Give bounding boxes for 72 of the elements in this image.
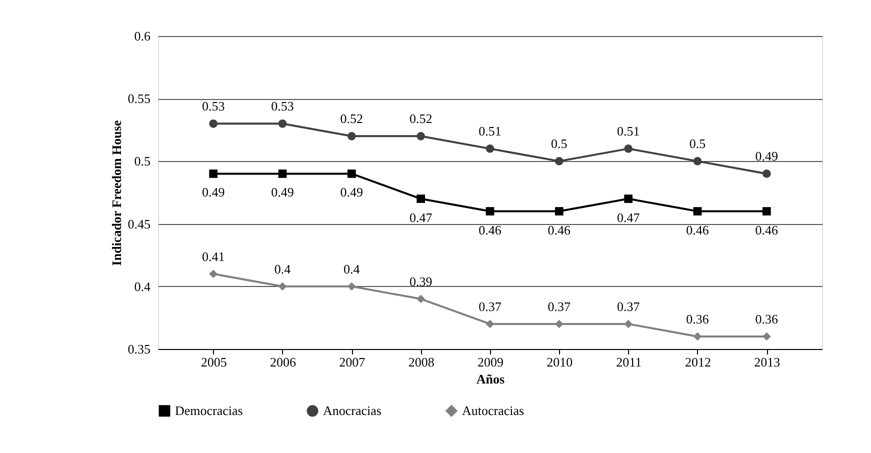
point (416, 294, 426, 304)
point (416, 132, 426, 140)
x-tick-label: 2011 (616, 354, 642, 370)
x-tick-label: 2009 (478, 354, 504, 370)
data-label: 0.49 (271, 184, 294, 200)
point (209, 119, 218, 128)
data-label: 0.46 (478, 222, 502, 238)
legend-label: Democracias (175, 402, 243, 418)
data-label: 0.53 (271, 98, 294, 114)
legend-label: Anocracias (323, 402, 382, 418)
point (278, 119, 287, 128)
point (624, 194, 633, 203)
x-tick-label: 2007 (339, 354, 366, 370)
data-label: 0.46 (686, 222, 710, 238)
point (347, 132, 356, 140)
x-tick-label: 2012 (685, 354, 711, 370)
point (209, 170, 218, 178)
data-label: 0.37 (548, 298, 572, 314)
point (278, 282, 287, 291)
x-axis-title: Años (476, 372, 505, 386)
y-axis-title: Indicador Freedom House (108, 120, 124, 266)
y-tick-label: 0.55 (128, 91, 150, 106)
data-label: 0.4 (344, 261, 360, 276)
y-tick-label: 0.45 (128, 216, 150, 232)
data-label: 0.52 (340, 111, 364, 126)
y-tick-label: 0.35 (128, 342, 150, 356)
data-label: 0.5 (551, 136, 568, 152)
data-label: 0.36 (686, 311, 710, 326)
data-label: 0.49 (202, 184, 225, 200)
data-label: 0.46 (548, 222, 572, 238)
data-label: 0.4 (274, 261, 292, 276)
point (347, 282, 356, 291)
y-tick-label: 0.5 (134, 154, 150, 169)
point (416, 194, 426, 203)
point (554, 157, 564, 166)
data-label: 0.49 (340, 184, 364, 200)
x-tick-label: 2013 (754, 354, 780, 370)
y-tick-label: 0.6 (134, 28, 151, 44)
x-tick-label: 2008 (408, 354, 434, 370)
data-label: 0.37 (478, 298, 502, 314)
data-label: 0.51 (616, 124, 640, 139)
data-label: 0.49 (755, 148, 778, 164)
point (762, 170, 771, 178)
point (278, 170, 287, 178)
point (693, 207, 702, 216)
data-label: 0.36 (755, 311, 779, 326)
data-label: 0.52 (409, 111, 432, 126)
data-label: 0.37 (616, 298, 640, 314)
legend-label: Autocracias (462, 402, 524, 418)
data-label: 0.46 (755, 222, 779, 238)
point (624, 320, 633, 328)
point (486, 144, 494, 153)
point (486, 320, 494, 328)
point (624, 144, 633, 153)
data-label: 0.41 (202, 248, 225, 264)
data-label: 0.5 (689, 136, 706, 152)
point (693, 332, 702, 341)
data-label: 0.51 (478, 124, 502, 139)
x-tick-label: 2006 (270, 354, 296, 370)
point (347, 170, 356, 178)
point (693, 157, 702, 166)
point (209, 270, 218, 278)
data-label: 0.47 (616, 210, 640, 225)
data-label: 0.53 (202, 98, 225, 114)
point (762, 207, 771, 216)
point (486, 207, 494, 216)
point (554, 207, 564, 216)
data-label: 0.47 (409, 210, 433, 225)
y-tick-label: 0.4 (134, 278, 151, 294)
x-tick-label: 2010 (546, 354, 573, 370)
data-label: 0.39 (409, 274, 432, 289)
x-tick-label: 2005 (200, 354, 227, 370)
